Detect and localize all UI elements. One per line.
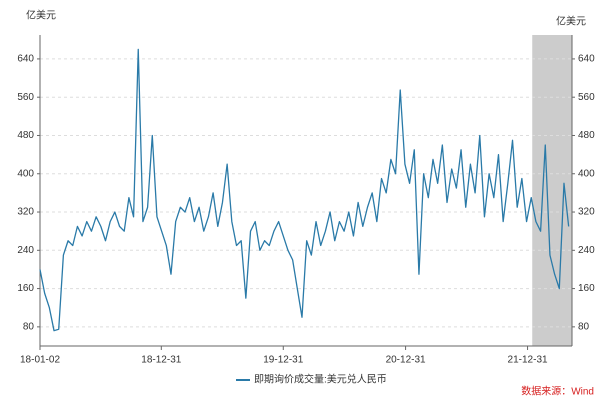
y-tick-label-right: 640: [578, 54, 595, 65]
y-unit-left: 亿美元: [26, 9, 56, 22]
shaded-period: [532, 35, 572, 346]
x-tick-label: 21-12-31: [508, 355, 548, 366]
legend-label: 即期询价成交量:美元兑人民币: [254, 373, 387, 386]
y-tick-label: 560: [17, 92, 34, 103]
source-note: 数据来源：Wind: [521, 385, 594, 398]
x-tick-label: 18-01-02: [20, 355, 60, 366]
y-tick-label: 480: [17, 130, 34, 141]
y-tick-label: 320: [17, 207, 34, 218]
y-tick-label-right: 240: [578, 245, 595, 256]
y-tick-label-right: 560: [578, 92, 595, 103]
x-tick-label: 18-12-31: [141, 355, 181, 366]
y-tick-label-right: 160: [578, 283, 595, 294]
y-tick-label: 400: [17, 168, 34, 179]
y-tick-label-right: 400: [578, 168, 595, 179]
y-tick-label-right: 80: [578, 322, 590, 333]
y-tick-label-right: 480: [578, 130, 595, 141]
series-line: [39, 48, 570, 332]
y-tick-label: 640: [17, 54, 34, 65]
x-tick-label: 20-12-31: [386, 355, 426, 366]
y-tick-label: 240: [17, 245, 34, 256]
x-tick-label: 19-12-31: [263, 355, 303, 366]
y-tick-label-right: 320: [578, 207, 595, 218]
y-tick-label: 80: [23, 322, 35, 333]
y-tick-label: 160: [17, 283, 34, 294]
y-unit-right: 亿美元: [556, 15, 586, 28]
